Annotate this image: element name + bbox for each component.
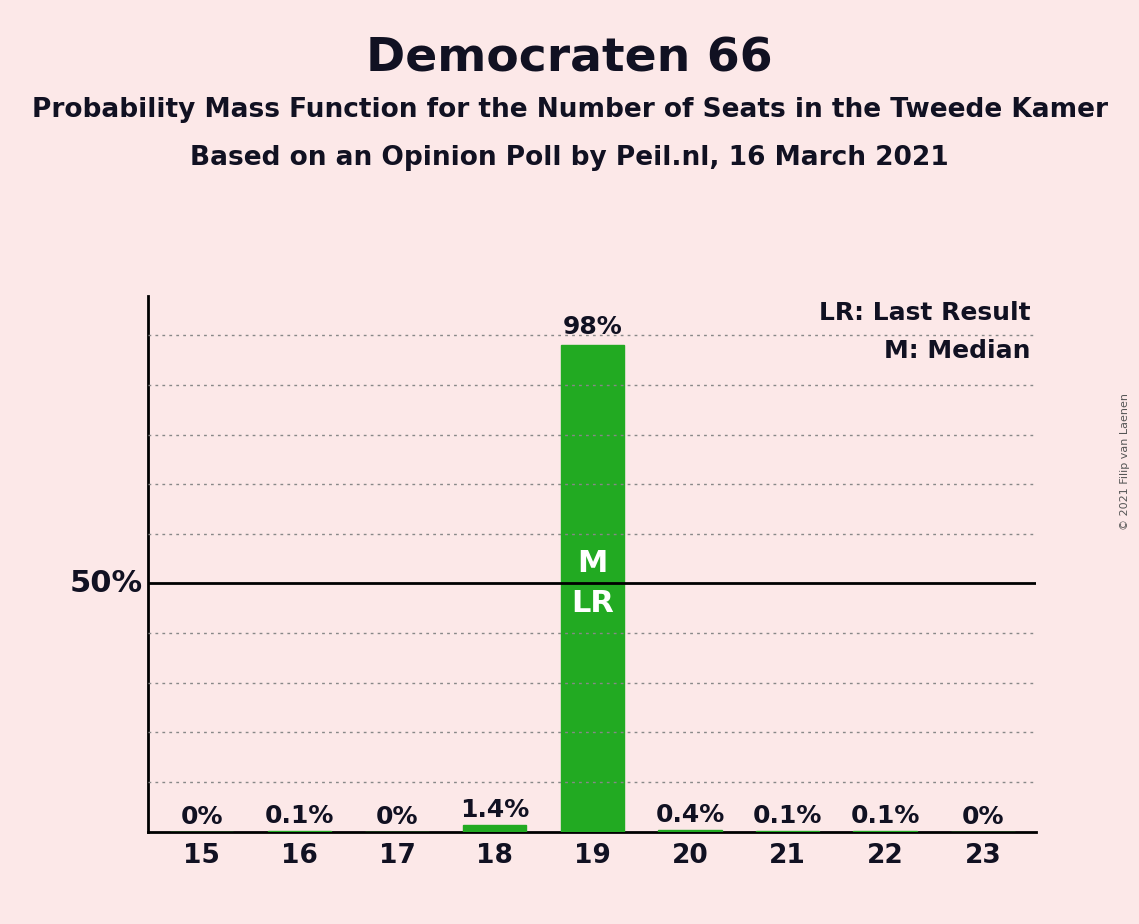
Bar: [560, 346, 624, 832]
Text: 98%: 98%: [563, 315, 622, 339]
Text: 0.1%: 0.1%: [264, 804, 334, 828]
Text: 50%: 50%: [69, 569, 142, 598]
Bar: [462, 824, 526, 832]
Text: M
LR: M LR: [571, 549, 614, 618]
Text: 0.4%: 0.4%: [655, 803, 724, 827]
Text: Democraten 66: Democraten 66: [366, 37, 773, 82]
Text: 0%: 0%: [961, 805, 1005, 829]
Text: 0.1%: 0.1%: [851, 804, 920, 828]
Text: 1.4%: 1.4%: [460, 797, 530, 821]
Bar: [658, 830, 722, 832]
Text: 0%: 0%: [376, 805, 418, 829]
Text: M: Median: M: Median: [884, 338, 1031, 362]
Text: 0.1%: 0.1%: [753, 804, 822, 828]
Text: LR: Last Result: LR: Last Result: [819, 301, 1031, 325]
Text: 0%: 0%: [180, 805, 223, 829]
Text: © 2021 Filip van Laenen: © 2021 Filip van Laenen: [1121, 394, 1130, 530]
Text: Probability Mass Function for the Number of Seats in the Tweede Kamer: Probability Mass Function for the Number…: [32, 97, 1107, 123]
Text: Based on an Opinion Poll by Peil.nl, 16 March 2021: Based on an Opinion Poll by Peil.nl, 16 …: [190, 145, 949, 171]
